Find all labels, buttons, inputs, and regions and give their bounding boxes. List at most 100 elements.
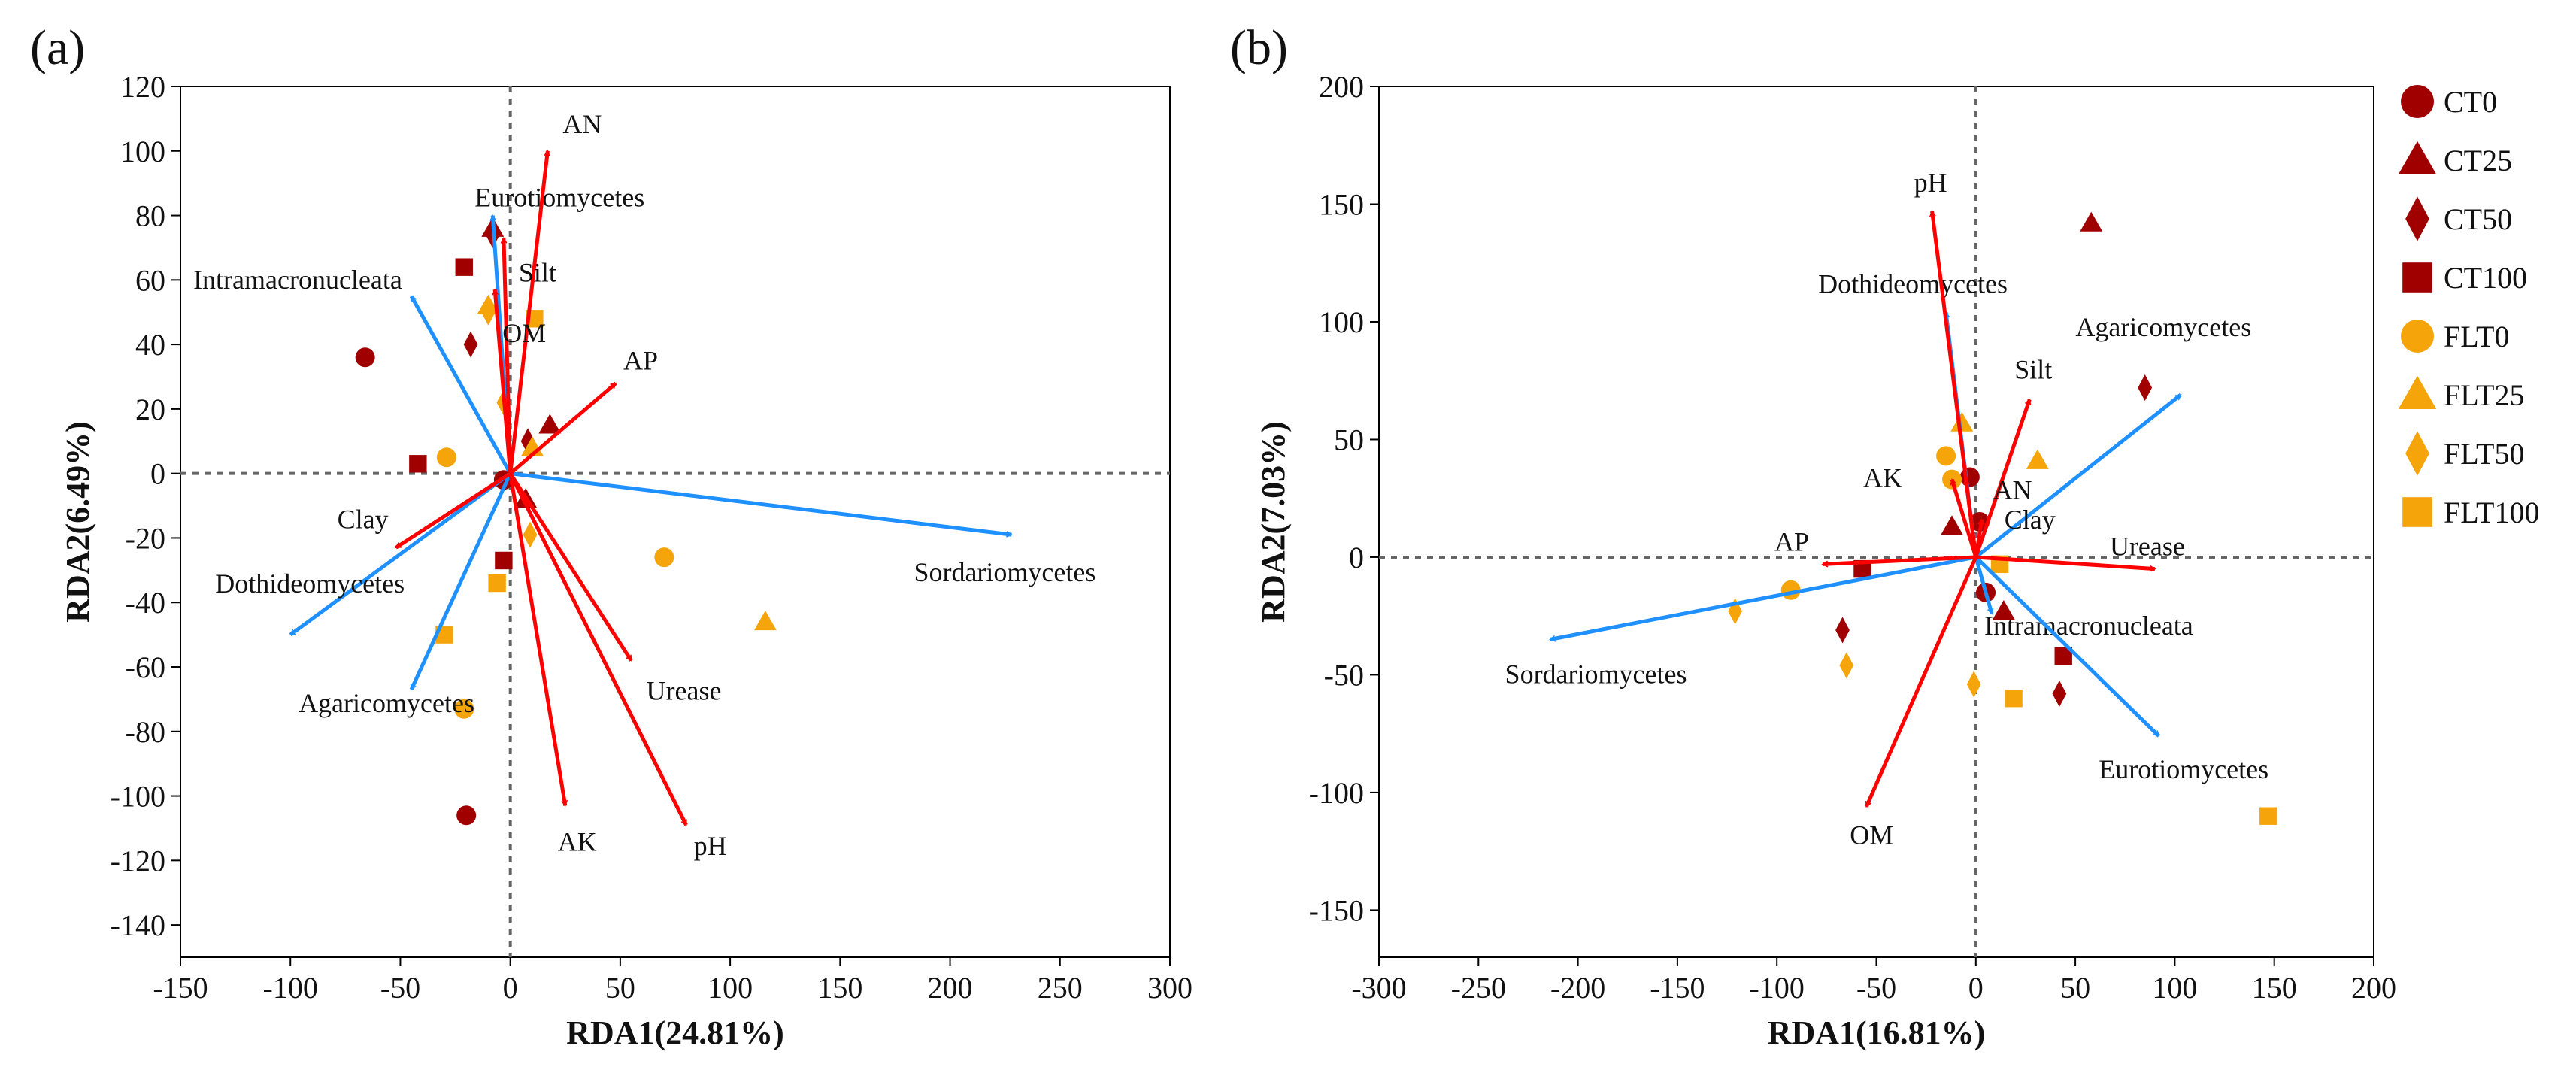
env-vector-ap <box>1823 555 1976 564</box>
sample-point-flt50 <box>1966 671 1981 698</box>
legend-label: FLT25 <box>2444 378 2524 412</box>
env-vector-label: AK <box>1863 463 1902 493</box>
y-tick-label: 20 <box>135 393 165 426</box>
species-vector-label: Intramacronucleata <box>1984 611 2193 641</box>
species-vector-agaricomycetes <box>409 472 512 690</box>
x-tick-label: -200 <box>1550 971 1605 1005</box>
sample-point-flt100 <box>488 574 506 593</box>
y-tick-label: -120 <box>111 844 165 878</box>
legend-marker-circle <box>2401 320 2434 353</box>
legend-marker-diamond <box>2405 431 2429 476</box>
sample-point-flt0 <box>654 547 674 568</box>
x-axis-title: RDA1(24.81%) <box>566 1014 784 1051</box>
species-vector-label: Eurotiomycetes <box>2099 754 2268 784</box>
legend-item-ct50: CT50 <box>2405 196 2512 241</box>
y-tick-label: 50 <box>1334 423 1364 456</box>
x-tick-label: 0 <box>1968 971 1984 1005</box>
y-tick-label: 0 <box>150 457 165 491</box>
sample-point-ct50 <box>2138 374 2153 402</box>
sample-point-flt25 <box>2026 449 2049 469</box>
x-tick-label: -150 <box>1650 971 1705 1005</box>
env-vector-ak <box>1950 480 1978 558</box>
x-tick-label: 50 <box>2060 971 2090 1005</box>
sample-point-flt50 <box>1839 652 1854 679</box>
env-vector-label: pH <box>1914 168 1947 198</box>
sample-point-ct0 <box>456 805 477 826</box>
sample-point-flt25 <box>753 611 777 631</box>
species-vector-agaricomycetes <box>1974 393 2182 559</box>
species-vector-label: Dothideomycetes <box>1818 268 2008 299</box>
y-tick-label: 100 <box>1319 305 1364 339</box>
env-vector-label: AP <box>623 346 658 376</box>
sample-point-ct25 <box>538 414 562 434</box>
x-tick-label: 0 <box>503 971 518 1005</box>
env-vector-ak <box>508 473 565 806</box>
x-axis-title: RDA1(16.81%) <box>1768 1014 1986 1051</box>
legend-item-ct0: CT0 <box>2401 85 2497 119</box>
y-tick-label: 120 <box>120 70 165 104</box>
legend-marker-square <box>2402 262 2432 293</box>
y-tick-label: -100 <box>111 780 165 814</box>
sample-point-flt100 <box>2259 807 2277 825</box>
env-vector-label: Silt <box>2014 354 2052 384</box>
species-vector-eurotiomycetes <box>1974 556 2160 738</box>
sample-point-ct25 <box>1941 515 1963 535</box>
panel-label: (b) <box>1230 20 1288 75</box>
panel-label: (a) <box>30 20 85 75</box>
x-tick-label: 250 <box>1038 971 1083 1005</box>
env-vector-label: AN <box>562 109 602 139</box>
x-tick-label: -100 <box>1750 971 1805 1005</box>
y-tick-label: 80 <box>135 199 165 233</box>
x-tick-label: 100 <box>2152 971 2197 1005</box>
sample-point-flt0 <box>1936 446 1956 466</box>
x-tick-label: -150 <box>153 971 208 1005</box>
legend-label: FLT0 <box>2444 320 2509 353</box>
legend-label: FLT50 <box>2444 437 2524 471</box>
env-vector-label: pH <box>694 831 727 861</box>
x-tick-label: 200 <box>2351 971 2396 1005</box>
env-vector-an <box>1966 480 1978 558</box>
env-vector-om <box>1864 556 1978 807</box>
sample-point-flt25 <box>1950 411 1974 432</box>
species-vectors: Dothideomycetes Agaricomycetes Sordariomyc… <box>1505 268 2269 784</box>
sample-point-ct100 <box>1853 559 1871 578</box>
x-tick-label: 150 <box>817 971 862 1005</box>
env-vectors: AN Silt OM AP Clay Urease AK pH <box>338 109 727 861</box>
y-tick-label: 60 <box>135 263 165 297</box>
y-tick-label: 0 <box>1349 541 1364 574</box>
y-tick-label: -140 <box>111 908 165 942</box>
plot-frame <box>180 86 1171 958</box>
legend-label: CT0 <box>2444 85 2497 119</box>
y-tick-label: 100 <box>120 135 165 168</box>
sample-point-flt50 <box>481 299 496 326</box>
species-vector-label: Sordariomycetes <box>1505 659 1687 689</box>
legend-label: CT50 <box>2444 202 2512 236</box>
env-vector-urease <box>508 472 633 662</box>
species-vector-dothideomycetes <box>289 471 512 637</box>
rda-panel-a: -150 -100 -50 0 50 100 150 200 250 300-140-120-10… <box>30 20 1193 1051</box>
env-vector-label: Clay <box>338 504 389 534</box>
sample-point-ct25 <box>2080 211 2103 232</box>
legend-marker-circle <box>2401 85 2434 118</box>
legend-label: FLT100 <box>2444 496 2539 529</box>
y-axis-title: RDA2(7.03%) <box>1255 421 1292 623</box>
species-vector-intramacronucleata <box>1974 556 1992 614</box>
env-vector-silt <box>1974 399 2032 558</box>
x-tick-label: -50 <box>380 971 420 1005</box>
y-tick-label: -40 <box>126 586 165 620</box>
y-tick-label: -20 <box>126 521 165 555</box>
env-vector-urease <box>1975 555 2155 569</box>
sample-points <box>1728 211 2277 825</box>
env-vector-clay <box>1974 520 1982 558</box>
sample-point-flt0 <box>454 699 474 719</box>
species-vector-label: Dothideomycetes <box>215 568 405 599</box>
y-tick-label: -80 <box>126 715 165 749</box>
legend-marker-diamond <box>2405 196 2429 241</box>
y-tick-label: 150 <box>1319 187 1364 221</box>
legend-item-flt0: FLT0 <box>2401 320 2509 353</box>
rda-panel-b: -300 -250 -200 -150 -100 -50 0 50 100 150 200 -150 -… <box>1230 20 2396 1051</box>
legend-item-flt25: FLT25 <box>2398 375 2524 412</box>
sample-point-ct50 <box>463 331 478 358</box>
sample-point-flt50 <box>523 521 538 548</box>
